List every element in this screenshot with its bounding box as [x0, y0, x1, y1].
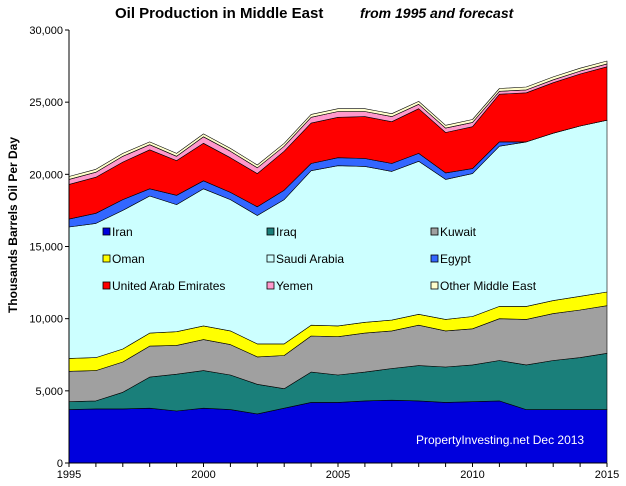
x-tick-label: 2005	[326, 469, 350, 481]
legend-label-yemen: Yemen	[276, 279, 313, 293]
legend-swatch-oman	[102, 254, 111, 263]
legend-swatch-other-middle-east	[430, 281, 439, 290]
legend: Iran Iraq Kuwait Oman Saudi Arabia Egypt Unite…	[102, 225, 537, 293]
x-tick-label: 1995	[57, 469, 81, 481]
axes: 0 5,000 10,000 15,000 20,000 25,000 30,000 1995…	[29, 25, 619, 481]
legend-label-kuwait: Kuwait	[440, 225, 477, 239]
legend-label-oman: Oman	[112, 252, 145, 266]
x-tick-label: 2015	[595, 469, 619, 481]
legend-swatch-kuwait	[430, 227, 439, 236]
legend-swatch-iran	[102, 227, 111, 236]
legend-label-egypt: Egypt	[440, 252, 471, 266]
y-tick-label: 25,000	[29, 97, 63, 109]
y-tick-label: 20,000	[29, 169, 63, 181]
legend-label-iraq: Iraq	[276, 225, 297, 239]
x-tick-label: 2000	[191, 469, 215, 481]
y-axis-label: Thousands Barrels Oil Per Day	[6, 137, 20, 313]
legend-label-iran: Iran	[112, 225, 133, 239]
chart-title: Oil Production in Middle East	[115, 5, 323, 22]
area-layers	[68, 60, 608, 464]
legend-swatch-saudi-arabia	[266, 254, 275, 263]
y-tick-label: 15,000	[29, 242, 63, 254]
legend-swatch-iraq	[266, 227, 275, 236]
legend-swatch-united-arab-emirates	[102, 281, 111, 290]
legend-swatch-yemen	[266, 281, 275, 290]
x-tick-label: 2010	[460, 469, 484, 481]
legend-label-united-arab-emirates: United Arab Emirates	[112, 279, 225, 293]
area-other-middle-east	[68, 60, 608, 180]
y-tick-label: 30,000	[29, 25, 63, 37]
source-annotation: PropertyInvesting.net Dec 2013	[416, 433, 584, 447]
legend-swatch-egypt	[430, 254, 439, 263]
y-tick-label: 5,000	[35, 386, 63, 398]
y-tick-label: 10,000	[29, 314, 63, 326]
legend-label-other-middle-east: Other Middle East	[440, 279, 537, 293]
legend-label-saudi-arabia: Saudi Arabia	[276, 252, 344, 266]
chart-subtitle: from 1995 and forecast	[360, 5, 515, 21]
y-tick-label: 0	[57, 458, 63, 470]
